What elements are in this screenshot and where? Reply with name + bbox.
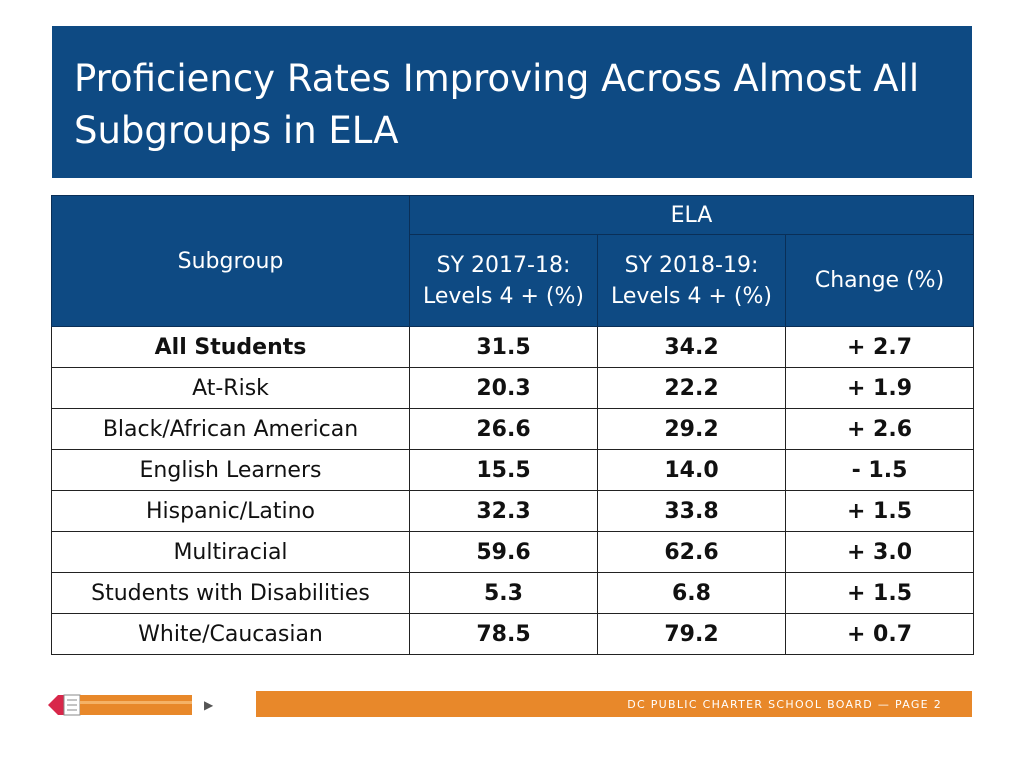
sy2017-18-cell: 31.5 [409, 326, 598, 368]
change-cell: + 3.0 [784, 531, 975, 573]
pencil-icon [48, 694, 192, 716]
sy2018-19-cell: 6.8 [597, 572, 786, 614]
change-cell: + 1.5 [784, 572, 975, 614]
table-row: Students with Disabilities 5.3 6.8 + 1.5 [51, 572, 975, 614]
slide-title: Proficiency Rates Improving Across Almos… [74, 57, 920, 152]
footer-text: DC PUBLIC CHARTER SCHOOL BOARD — PAGE 2 [627, 698, 942, 711]
subgroup-cell: At-Risk [51, 367, 410, 409]
sy2018-19-cell: 33.8 [597, 490, 786, 532]
sy2017-18-cell: 32.3 [409, 490, 598, 532]
sy2018-19-column-header: SY 2018-19: Levels 4 + (%) [597, 234, 786, 327]
sy2018-19-cell: 62.6 [597, 531, 786, 573]
sy2017-18-cell: 78.5 [409, 613, 598, 655]
play-arrow-icon: ▶ [204, 698, 214, 712]
change-cell: + 0.7 [784, 613, 975, 655]
change-cell: + 1.9 [784, 367, 975, 409]
change-cell: + 1.5 [784, 490, 975, 532]
subgroup-cell: Black/African American [51, 408, 410, 450]
footer-bar: DC PUBLIC CHARTER SCHOOL BOARD — PAGE 2 [256, 691, 972, 717]
change-cell: + 2.7 [784, 326, 975, 368]
table-row: White/Caucasian 78.5 79.2 + 0.7 [51, 613, 975, 655]
subgroup-cell: All Students [51, 326, 410, 368]
sy2017-18-cell: 15.5 [409, 449, 598, 491]
table-row: Black/African American 26.6 29.2 + 2.6 [51, 408, 975, 450]
sy2017-18-cell: 59.6 [409, 531, 598, 573]
sy2018-19-cell: 22.2 [597, 367, 786, 409]
sy2017-18-column-header: SY 2017-18: Levels 4 + (%) [409, 234, 598, 327]
subgroup-cell: Hispanic/Latino [51, 490, 410, 532]
subgroup-cell: White/Caucasian [51, 613, 410, 655]
table-row: All Students 31.5 34.2 + 2.7 [51, 326, 975, 368]
ela-group-header: ELA [408, 195, 975, 235]
sy2018-19-cell: 29.2 [597, 408, 786, 450]
change-cell: - 1.5 [784, 449, 975, 491]
sy2018-19-cell: 79.2 [597, 613, 786, 655]
subgroup-cell: Multiracial [51, 531, 410, 573]
sy2018-19-cell: 14.0 [597, 449, 786, 491]
change-column-header: Change (%) [784, 234, 975, 327]
subgroup-column-header: Subgroup [51, 195, 410, 327]
change-cell: + 2.6 [784, 408, 975, 450]
proficiency-table: Subgroup ELA SY 2017-18: Levels 4 + (%) … [51, 195, 975, 655]
sy2017-18-cell: 20.3 [409, 367, 598, 409]
title-banner: Proficiency Rates Improving Across Almos… [52, 26, 972, 178]
subgroup-cell: Students with Disabilities [51, 572, 410, 614]
table-row: Multiracial 59.6 62.6 + 3.0 [51, 531, 975, 573]
sy2017-18-cell: 5.3 [409, 572, 598, 614]
subgroup-cell: English Learners [51, 449, 410, 491]
sy2018-19-cell: 34.2 [597, 326, 786, 368]
table-row: Hispanic/Latino 32.3 33.8 + 1.5 [51, 490, 975, 532]
sy2017-18-cell: 26.6 [409, 408, 598, 450]
table-row: At-Risk 20.3 22.2 + 1.9 [51, 367, 975, 409]
table-row: English Learners 15.5 14.0 - 1.5 [51, 449, 975, 491]
